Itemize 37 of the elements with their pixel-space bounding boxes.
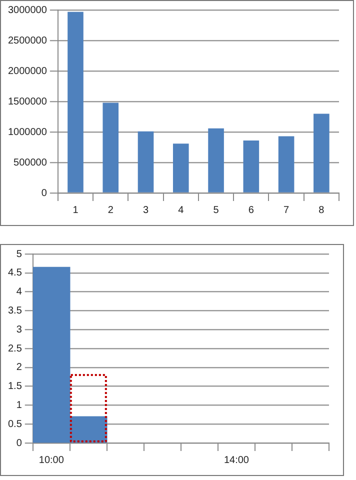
x-tick-label: 6 [248, 204, 254, 216]
y-tick-label: 1.5 [8, 381, 22, 392]
bar [243, 140, 260, 192]
y-tick-label: 3 [16, 324, 22, 336]
x-tick-label: 5 [213, 204, 220, 216]
y-tick-label: 0 [41, 188, 48, 199]
y-tick-label: 2000000 [8, 66, 48, 77]
x-tick-label: 3 [142, 204, 149, 216]
x-tick-label: 7 [284, 204, 290, 216]
y-tick-label: 2 [16, 362, 22, 374]
bar [70, 374, 107, 442]
bar [68, 12, 84, 192]
x-tick-label: 2 [108, 204, 114, 216]
y-tick-label: 2.5 [8, 343, 22, 354]
y-tick-label: 0.5 [8, 418, 22, 430]
bar [208, 128, 224, 192]
y-tick-label: 1 [16, 400, 22, 411]
y-tick-label: 5 [16, 248, 22, 260]
y-tick-label: 1500000 [8, 96, 48, 108]
bar [138, 131, 154, 192]
bar [172, 144, 189, 192]
y-tick-label: 2500000 [8, 35, 48, 46]
x-tick-label: 8 [318, 204, 325, 216]
y-tick-label: 500000 [14, 157, 48, 168]
y-tick-label: 3.5 [8, 305, 22, 316]
x-tick-label: 10:00 [38, 454, 64, 466]
y-tick-label: 4.5 [8, 268, 22, 279]
x-tick-label: 14:00 [224, 454, 250, 466]
bar [102, 102, 119, 192]
y-tick-label: 4 [16, 286, 22, 298]
bar [314, 114, 330, 192]
x-tick-label: 4 [178, 204, 184, 216]
y-tick-label: 0 [16, 438, 22, 449]
y-tick-label: 1000000 [8, 126, 48, 138]
bar [278, 136, 294, 192]
x-tick-label: 1 [72, 204, 79, 216]
y-tick-label: 3000000 [8, 4, 48, 16]
